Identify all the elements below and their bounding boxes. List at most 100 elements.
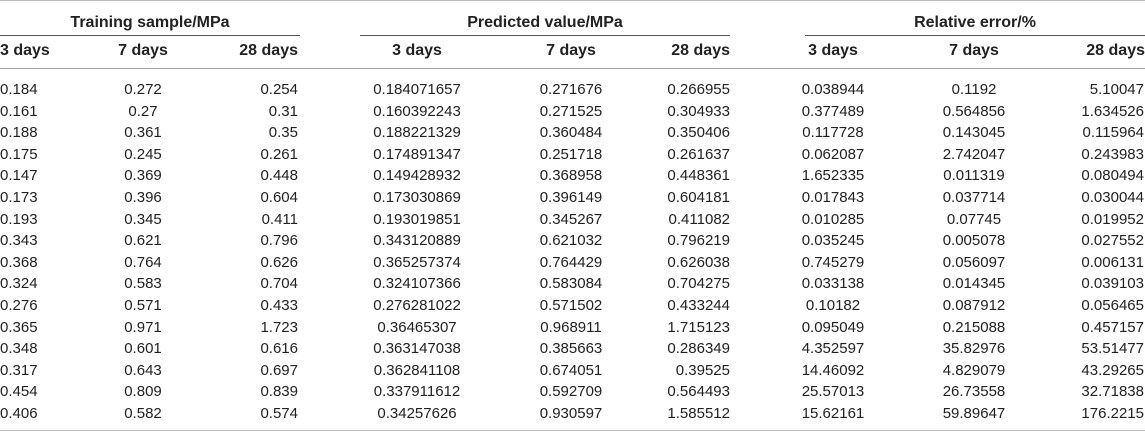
cell-training-3d: 0.276 [0, 297, 38, 314]
cell-predicted-7d: 0.621032 [539, 232, 603, 250]
group-underline-relative-error [805, 35, 1145, 36]
cell-predicted-28d: 0.266955 [667, 81, 730, 98]
cell-predicted-28d: 0.350406 [667, 124, 730, 142]
cell-error-7d: 0.005078 [942, 232, 1006, 250]
cell-predicted-7d: 0.271525 [539, 102, 603, 120]
cell-predicted-7d: 0.674051 [539, 361, 603, 379]
cell-error-28d: 0.056465 [1081, 297, 1144, 314]
cell-training-7d: 0.971 [124, 318, 162, 336]
cell-training-28d: 1.723 [260, 318, 298, 336]
cell-predicted-7d: 0.360484 [539, 124, 603, 142]
cell-training-7d: 0.396 [124, 189, 162, 206]
cell-predicted-7d: 0.385663 [539, 340, 603, 358]
cell-training-7d: 0.643 [124, 361, 162, 379]
cell-predicted-28d: 0.796219 [667, 232, 730, 250]
cell-training-3d: 0.161 [0, 102, 38, 120]
cell-predicted-7d: 0.592709 [539, 383, 603, 401]
group-underline-predicted [360, 35, 730, 36]
cell-error-28d: 0.115964 [1082, 124, 1144, 142]
cell-training-7d: 0.272 [124, 81, 162, 98]
cell-predicted-3d: 0.276281022 [373, 297, 461, 314]
cell-predicted-3d: 0.188221329 [373, 124, 461, 142]
cell-predicted-3d: 0.365257374 [373, 253, 461, 271]
cell-predicted-28d: 1.715123 [667, 318, 730, 336]
subheader-training-7-days: 7 days [118, 42, 168, 59]
cell-training-28d: 0.574 [260, 405, 298, 422]
table-row: 0.147 0.369 0.448 0.149428932 0.368958 0.4483… [0, 165, 1145, 187]
table-bottom-rule [0, 430, 1145, 431]
cell-error-28d: 0.039103 [1081, 275, 1144, 293]
cell-training-7d: 0.345 [124, 210, 162, 228]
cell-error-3d: 0.033138 [801, 275, 865, 293]
cell-training-3d: 0.188 [0, 124, 38, 142]
table-row: 0.406 0.582 0.574 0.34257626 0.930597 1.58551… [0, 403, 1145, 425]
table-row: 0.365 0.971 1.723 0.36465307 0.968911 1.71512… [0, 317, 1145, 339]
cell-predicted-28d: 0.286349 [667, 340, 730, 358]
cell-training-7d: 0.601 [124, 340, 162, 358]
table-row: 0.188 0.361 0.35 0.188221329 0.360484 0.35040… [0, 122, 1145, 144]
cell-training-7d: 0.809 [124, 383, 162, 401]
subheader-error-7-days: 7 days [949, 42, 999, 59]
cell-error-7d: 0.037714 [942, 189, 1006, 206]
group-header-predicted: Predicted value/MPa [467, 14, 623, 31]
cell-error-28d: 176.2215 [1081, 405, 1144, 422]
header-bottom-rule [0, 68, 1145, 69]
table-row: 0.193 0.345 0.411 0.193019851 0.345267 0.4110… [0, 209, 1145, 231]
cell-predicted-7d: 0.764429 [539, 253, 603, 271]
cell-training-28d: 0.411 [261, 210, 298, 228]
cell-error-28d: 1.634526 [1081, 102, 1144, 120]
cell-error-3d: 0.377489 [801, 102, 865, 120]
cell-predicted-3d: 0.160392243 [373, 102, 461, 120]
table-row: 0.343 0.621 0.796 0.343120889 0.621032 0.7962… [0, 230, 1145, 252]
cell-training-7d: 0.27 [128, 102, 158, 120]
cell-error-3d: 4.352597 [801, 340, 865, 358]
cell-training-3d: 0.348 [0, 340, 38, 358]
subheader-training-3-days: 3 days [0, 42, 50, 59]
cell-predicted-7d: 0.345267 [539, 210, 603, 228]
cell-training-3d: 0.365 [0, 318, 38, 336]
cell-error-7d: 0.011319 [943, 167, 1005, 185]
cell-predicted-7d: 0.968911 [540, 318, 602, 336]
cell-training-28d: 0.697 [260, 361, 298, 379]
cell-predicted-28d: 0.411082 [668, 210, 730, 228]
cell-error-28d: 0.243983 [1081, 145, 1144, 163]
subheader-error-3-days: 3 days [808, 42, 858, 59]
cell-error-28d: 32.71838 [1081, 383, 1144, 401]
group-header-relative-error: Relative error/% [914, 14, 1036, 31]
cell-training-28d: 0.261 [260, 145, 298, 163]
cell-predicted-28d: 0.433244 [667, 297, 730, 314]
cell-training-3d: 0.343 [0, 232, 38, 250]
cell-predicted-28d: 0.39525 [675, 361, 730, 379]
table-row: 0.175 0.245 0.261 0.174891347 0.251718 0.2616… [0, 144, 1145, 166]
cell-error-7d: 0.143045 [942, 124, 1006, 142]
cell-training-28d: 0.796 [260, 232, 298, 250]
cell-predicted-7d: 0.583084 [539, 275, 603, 293]
cell-error-3d: 0.10182 [805, 297, 861, 314]
cell-error-7d: 35.82976 [942, 340, 1006, 358]
cell-error-7d: 0.215088 [942, 318, 1006, 336]
group-underline-training [0, 35, 300, 36]
cell-training-3d: 0.406 [0, 405, 38, 422]
cell-predicted-7d: 0.930597 [539, 405, 603, 422]
cell-training-3d: 0.193 [0, 210, 38, 228]
cell-predicted-28d: 0.261637 [667, 145, 730, 163]
cell-predicted-7d: 0.368958 [539, 167, 603, 185]
cell-error-7d: 0.07745 [946, 210, 1002, 228]
subheader-predicted-28-days: 28 days [671, 42, 730, 59]
cell-error-7d: 0.056097 [942, 253, 1006, 271]
cell-error-3d: 1.652335 [801, 167, 865, 185]
group-header-training: Training sample/MPa [70, 14, 230, 31]
cell-error-7d: 59.89647 [942, 405, 1006, 422]
cell-error-7d: 0.087912 [942, 297, 1006, 314]
cell-predicted-28d: 0.626038 [667, 253, 730, 271]
cell-training-28d: 0.433 [260, 297, 298, 314]
cell-error-3d: 0.095049 [801, 318, 865, 336]
cell-error-7d: 26.73558 [942, 383, 1006, 401]
cell-predicted-7d: 0.571502 [539, 297, 603, 314]
cell-error-3d: 0.745279 [801, 253, 865, 271]
cell-error-3d: 14.46092 [801, 361, 865, 379]
cell-training-28d: 0.704 [260, 275, 298, 293]
cell-training-3d: 0.184 [0, 81, 38, 98]
cell-error-28d: 53.51477 [1081, 340, 1144, 358]
cell-predicted-28d: 0.304933 [667, 102, 730, 120]
